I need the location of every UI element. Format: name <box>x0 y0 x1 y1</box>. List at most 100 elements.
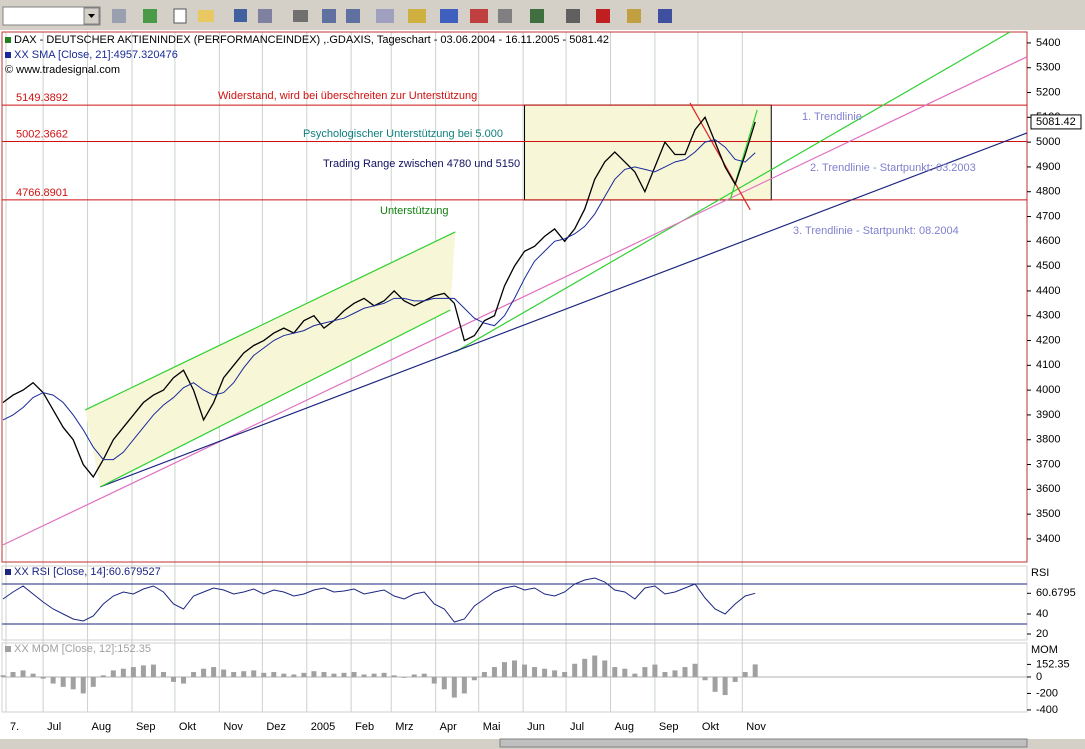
icon[interactable] <box>658 9 672 23</box>
icon[interactable] <box>293 10 308 22</box>
toolbar-icons <box>112 8 672 24</box>
bar <box>722 676 728 696</box>
y-tick-label: 4900 <box>1036 161 1060 173</box>
bar <box>461 676 467 694</box>
legend-entry: XX SMA [Close, 21]:4957.320476 <box>14 49 178 61</box>
bar <box>552 670 558 677</box>
trendline-label: 3. Trendlinie - Startpunkt: 08.2004 <box>793 225 959 237</box>
bar <box>261 672 267 677</box>
last-value-box <box>1030 114 1082 130</box>
icon[interactable] <box>566 9 580 23</box>
bar <box>682 667 688 677</box>
y-tick-label: 0 <box>1036 671 1042 683</box>
bar <box>562 672 568 677</box>
x-tick-label: Okt <box>179 721 196 733</box>
icon[interactable] <box>596 9 610 23</box>
bar <box>652 664 658 677</box>
y-tick-label: 60.6795 <box>1036 587 1076 599</box>
bar <box>501 662 507 677</box>
bar <box>441 676 447 690</box>
bar <box>30 673 36 677</box>
icon[interactable] <box>173 8 187 24</box>
bar <box>371 673 377 677</box>
icon[interactable] <box>408 9 426 23</box>
y-tick-label: -200 <box>1036 687 1058 699</box>
bar <box>170 676 176 682</box>
icon[interactable] <box>376 9 394 23</box>
x-tick-label: Aug <box>92 721 112 733</box>
axis-label: MOM <box>1031 644 1058 656</box>
bar <box>0 675 6 677</box>
y-tick-label: 4300 <box>1036 310 1060 322</box>
bar <box>311 671 317 677</box>
bar <box>281 673 287 677</box>
icon[interactable] <box>498 9 512 23</box>
bar <box>221 669 227 677</box>
scrollbar[interactable] <box>499 738 1028 748</box>
bar <box>662 672 668 677</box>
bar <box>160 672 166 677</box>
icon[interactable] <box>440 9 458 23</box>
icon[interactable] <box>258 9 272 23</box>
bar <box>602 660 608 677</box>
bar <box>20 670 26 677</box>
bar <box>431 676 437 684</box>
y-tick-label: 3900 <box>1036 409 1060 421</box>
icon[interactable] <box>112 9 126 23</box>
bar <box>140 665 146 677</box>
dropdown-arrow <box>88 14 95 18</box>
bar <box>632 673 638 677</box>
icon[interactable] <box>322 9 336 23</box>
bar <box>752 664 758 677</box>
icon[interactable] <box>470 9 488 23</box>
icon[interactable] <box>530 9 544 23</box>
annotation: Trading Range zwischen 4780 und 5150 <box>323 158 520 170</box>
legend-swatch <box>5 37 11 43</box>
bar <box>451 676 457 698</box>
x-tick-label: Okt <box>702 721 719 733</box>
bar <box>50 676 56 684</box>
bar <box>351 672 357 677</box>
axis-label: RSI <box>1031 567 1049 579</box>
annotation: Unterstützung <box>380 205 448 217</box>
last-value-label: 5081.42 <box>1036 116 1076 128</box>
x-tick-label: Jul <box>570 721 584 733</box>
bar <box>642 667 648 677</box>
bar <box>421 673 427 677</box>
bar <box>702 676 708 681</box>
panel-frame <box>1 31 1028 563</box>
y-tick-label: 40 <box>1036 608 1048 620</box>
x-tick-label: Jun <box>527 721 545 733</box>
source-label: © www.tradesignal.com <box>5 64 120 76</box>
level-label: 5002.3662 <box>16 128 68 140</box>
icon[interactable] <box>627 9 641 23</box>
y-tick-label: 5000 <box>1036 136 1060 148</box>
y-tick-label: 152.35 <box>1036 658 1070 670</box>
bar <box>732 676 738 682</box>
symbol-dropdown[interactable] <box>2 6 101 26</box>
bar <box>241 671 247 677</box>
series-line <box>2 116 756 479</box>
y-tick-label: 4500 <box>1036 260 1060 272</box>
bar <box>291 674 297 677</box>
bar <box>10 672 16 677</box>
icon[interactable] <box>198 10 214 22</box>
bar <box>90 676 96 687</box>
y-tick-label: 4400 <box>1036 285 1060 297</box>
trendline <box>100 132 1028 488</box>
bar <box>401 676 407 678</box>
y-tick-label: 3800 <box>1036 434 1060 446</box>
bar <box>181 676 187 684</box>
bar <box>672 670 678 677</box>
bar <box>231 672 237 677</box>
icon[interactable] <box>143 9 157 23</box>
bar <box>612 667 618 677</box>
annotation: Widerstand, wird bei überschreiten zur U… <box>218 90 477 102</box>
bar <box>522 664 528 677</box>
bar <box>692 663 698 677</box>
bar <box>70 676 76 690</box>
channel-fill <box>85 231 456 487</box>
icon[interactable] <box>346 9 360 23</box>
icon[interactable] <box>234 9 247 22</box>
x-tick-label: Sep <box>136 721 156 733</box>
